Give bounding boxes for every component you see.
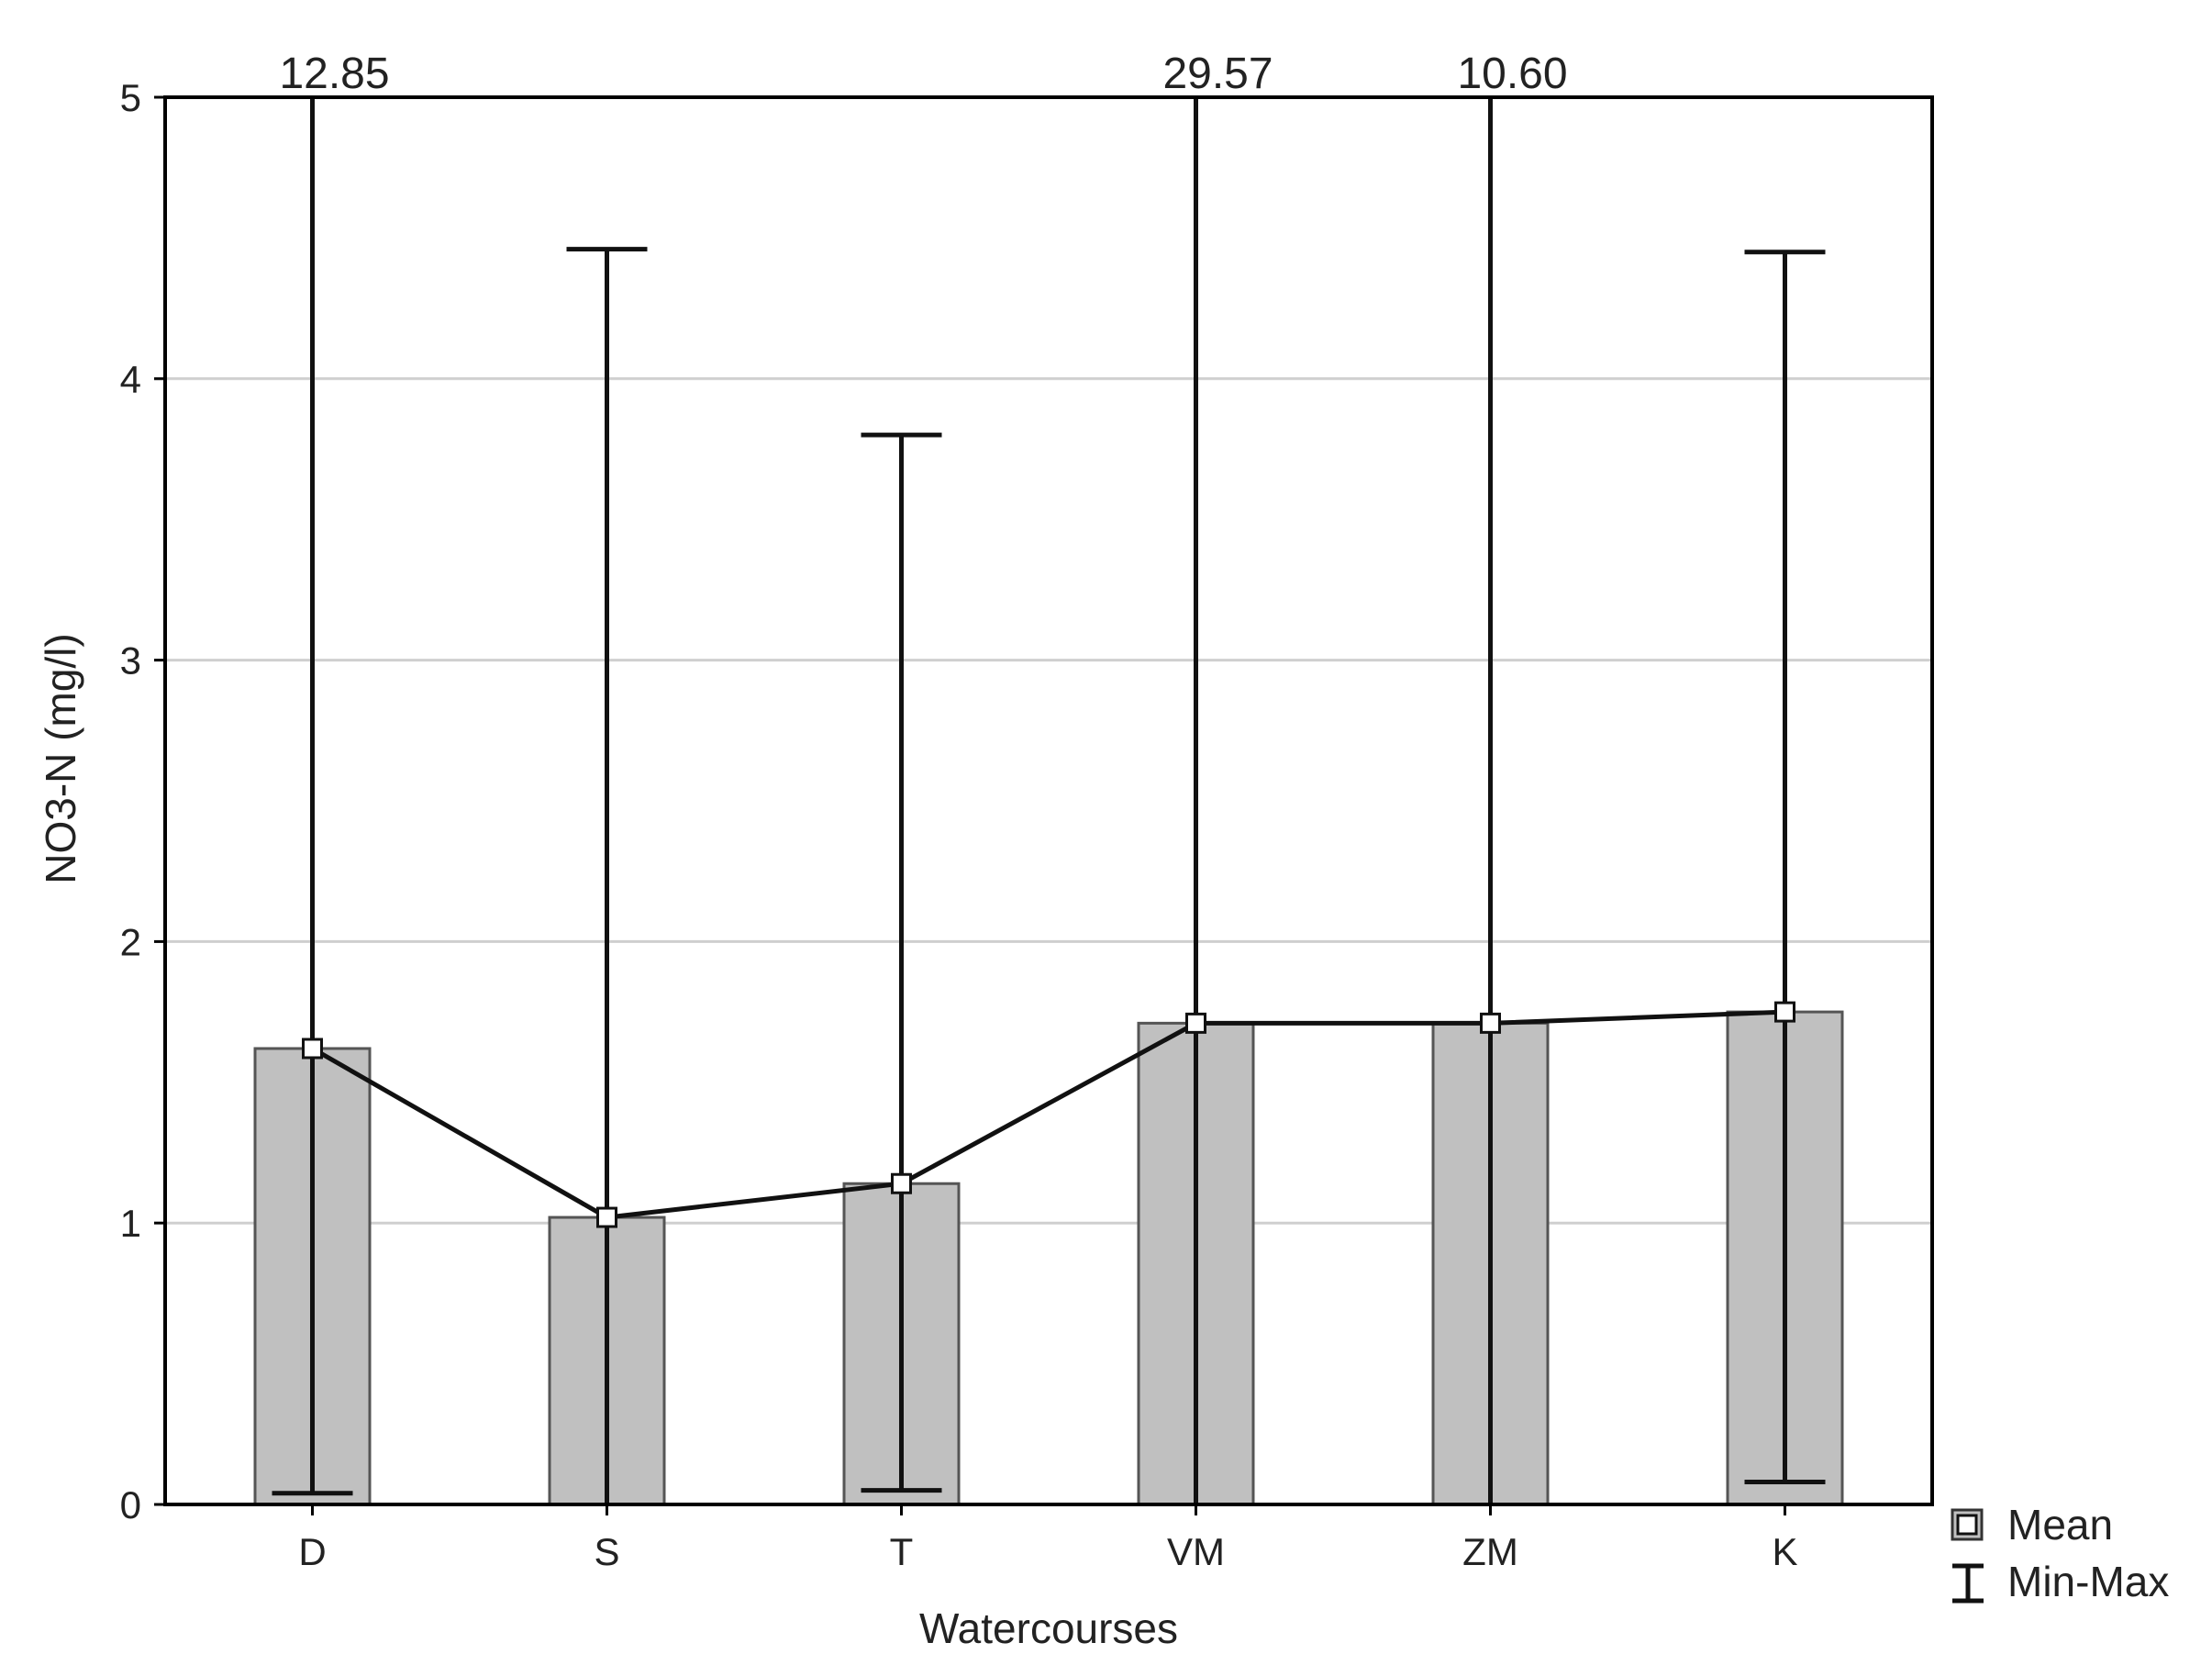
plot-frame-group [163, 95, 1934, 1506]
overflow-label-ZM: 10.60 [1457, 50, 1567, 98]
legend: Mean Min-Max [1951, 1501, 2169, 1605]
gridlines [165, 377, 1932, 1225]
x-tick-label-VM: VM [1167, 1530, 1225, 1573]
mean-marker-VM [1185, 1012, 1206, 1034]
mean-marker-ZM [1480, 1012, 1501, 1034]
mean-marker-T [891, 1172, 912, 1194]
y-tick-label-5: 5 [120, 76, 141, 119]
tick-labels: 0 1 2 3 4 5 D S T VM ZM K [120, 76, 1798, 1573]
x-tick-label-K: K [1772, 1530, 1797, 1573]
y-tick-label-4: 4 [120, 358, 141, 401]
y-tick-label-0: 0 [120, 1483, 141, 1526]
error-bars [272, 97, 1826, 1504]
y-tick-label-2: 2 [120, 920, 141, 963]
y-tick-label-1: 1 [120, 1202, 141, 1245]
legend-mean-label: Mean [2007, 1501, 2113, 1548]
bars [253, 1010, 1844, 1506]
mean-line-group [302, 1001, 1795, 1228]
mean-marker-S [596, 1206, 617, 1228]
legend-mean-marker [1956, 1514, 1978, 1536]
legend-minmax-label: Min-Max [2007, 1558, 2169, 1605]
x-axis-title: Watercourses [919, 1604, 1178, 1652]
mean-marker-K [1774, 1001, 1795, 1023]
x-tick-label-ZM: ZM [1462, 1530, 1518, 1573]
y-tick-label-3: 3 [120, 639, 141, 683]
plot-frame [163, 95, 1934, 1506]
overflow-labels: 12.85 29.57 10.60 [279, 50, 1567, 98]
x-tick-label-S: S [594, 1530, 619, 1573]
mean-line [311, 1009, 1785, 1220]
mean-marker-D [302, 1038, 323, 1060]
overflow-label-VM: 29.57 [1162, 50, 1273, 98]
overflow-label-D: 12.85 [279, 50, 389, 98]
x-tick-label-T: T [890, 1530, 914, 1573]
x-tick-label-D: D [298, 1530, 326, 1573]
y-axis-title: NO3-N (mg/l) [37, 633, 84, 883]
